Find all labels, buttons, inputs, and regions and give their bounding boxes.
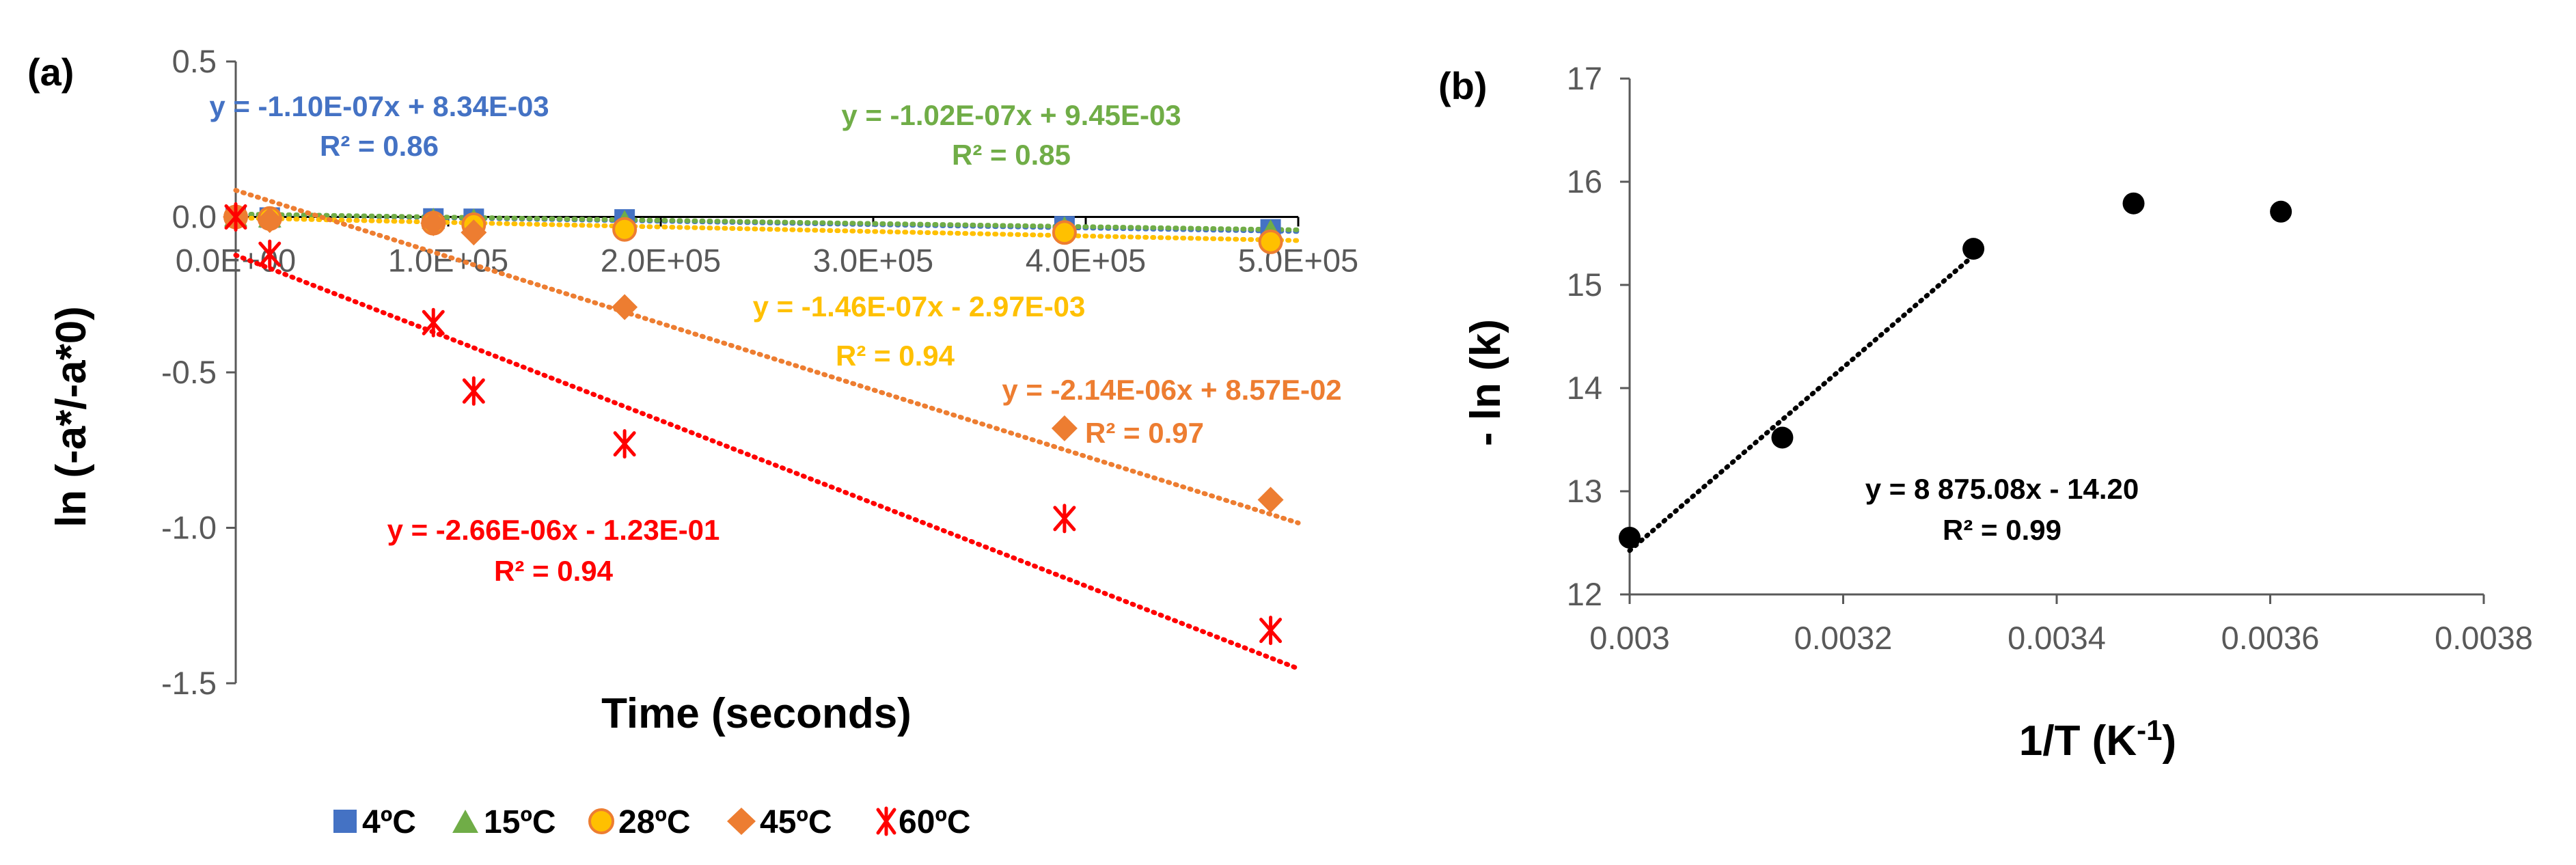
panel-b-y-tick-label: 15	[1567, 266, 1602, 303]
panel-b-x-tick-label: 0.0038	[2435, 620, 2533, 656]
panel-a-legend: 4ºC 15ºC 28ºC 45ºC 60ºC	[333, 804, 971, 840]
panel-b-equation: y = 8 875.08x - 14.20	[1865, 473, 2139, 505]
legend-item-28c: 28ºC	[588, 804, 691, 840]
panel-b-x-tick-label: 0.003	[1589, 620, 1670, 656]
panel-b-y-tick-label: 13	[1567, 473, 1602, 509]
legend-label-45c: 45ºC	[760, 804, 832, 840]
panel-b-point	[2122, 192, 2145, 215]
panel-a-y-axis-title: ln (-a*/-a*0)	[48, 306, 95, 527]
eq-60c: y = -2.66E-06x - 1.23E-01	[387, 514, 720, 546]
panel-b-x-tick-label: 0.0036	[2221, 620, 2320, 656]
panel-a-x-tick-label: 1.0E+05	[388, 243, 508, 279]
panel-b-point	[2270, 200, 2292, 223]
panel-a-x-tick-label: 2.0E+05	[601, 243, 721, 279]
panel-b-point	[1771, 426, 1794, 449]
legend-item-15c: 15ºC	[452, 804, 556, 840]
point-45c	[256, 207, 283, 234]
r2-4c: R² = 0.86	[320, 130, 439, 162]
point-28c	[1258, 229, 1283, 254]
point-60c	[224, 202, 247, 232]
panel-a-x-tick-label: 3.0E+05	[813, 243, 933, 279]
panel-b-label: (b)	[1438, 64, 1488, 107]
r2-60c: R² = 0.94	[494, 555, 614, 587]
panel-a-label: (a)	[27, 51, 74, 94]
panel-a-y-tick-label: 0.0	[172, 199, 217, 235]
trendline-60c	[233, 252, 1301, 672]
point-45c	[1257, 486, 1284, 513]
panel-a-axes: 0.50.0-0.5-1.0-1.50.0E+00 1.0E+05 2.0E+05 3…	[161, 43, 1358, 701]
eq-45c: y = -2.14E-06x + 8.57E-02	[1002, 374, 1341, 406]
legend-item-4c: 4ºC	[333, 804, 416, 840]
trendline-45c	[233, 188, 1301, 525]
legend-marker-45c	[727, 808, 756, 835]
panel-a-y-tick-label: 0.5	[172, 43, 217, 79]
trendline-15c	[233, 211, 1301, 232]
point-60c	[1053, 504, 1076, 534]
point-45c	[612, 294, 638, 320]
legend-marker-15c	[452, 810, 478, 833]
point-60c	[1259, 616, 1283, 646]
panel-a-x-tick-label: 4.0E+05	[1026, 243, 1146, 279]
panel-b-r2: R² = 0.99	[1943, 514, 2061, 546]
panel-a-y-tick-label: -0.5	[161, 354, 217, 390]
point-28c	[1052, 220, 1077, 245]
legend-marker-60c	[876, 806, 896, 836]
point-60c	[462, 376, 485, 406]
legend-label-28c: 28ºC	[618, 804, 691, 840]
point-60c	[613, 429, 636, 459]
panel-a-x-axis-title: Time (seconds)	[601, 690, 912, 737]
panel-b-y-tick-label: 16	[1567, 163, 1602, 200]
panel-b-y-axis-title: - ln (k)	[1462, 319, 1509, 446]
panel-b-y-tick-label: 12	[1567, 576, 1602, 612]
legend-item-60c: 60ºC	[876, 804, 971, 840]
panel-a-y-tick-label: -1.0	[161, 510, 217, 546]
point-45c	[1051, 415, 1078, 441]
panel-b-y-tick-label: 14	[1567, 370, 1602, 406]
panel-b-x-tick-label: 0.0034	[2008, 620, 2106, 656]
legend-label-15c: 15ºC	[484, 804, 556, 840]
eq-28c: y = -1.46E-07x - 2.97E-03	[753, 290, 1086, 322]
legend-label-60c: 60ºC	[899, 804, 971, 840]
r2-28c: R² = 0.94	[836, 340, 955, 372]
eq-15c: y = -1.02E-07x + 9.45E-03	[841, 99, 1181, 131]
panel-b: (b) - ln (k) 1/T (K-1) 12 13 14 15 16 17 0.003…	[1438, 60, 2533, 765]
legend-label-4c: 4ºC	[362, 804, 416, 840]
panel-a-y-tick-label: -1.5	[161, 665, 217, 701]
panel-b-data-points	[1619, 192, 2292, 549]
trendline-28c	[233, 215, 1301, 243]
panel-a-trendlines	[233, 188, 1301, 672]
eq-4c: y = -1.10E-07x + 8.34E-03	[209, 90, 549, 122]
panel-b-trendline	[1627, 253, 1976, 553]
panel-a-x-tick-label: 5.0E+05	[1238, 243, 1358, 279]
panel-b-x-axis-title: 1/T (K-1)	[2019, 714, 2176, 765]
panel-b-x-tick-label: 0.0032	[1794, 620, 1893, 656]
panel-b-trendline-segment	[1627, 253, 1976, 553]
point-45c	[420, 210, 447, 236]
panel-b-y-tick-label: 17	[1567, 60, 1602, 96]
point-28c	[612, 217, 638, 242]
r2-45c: R² = 0.97	[1085, 417, 1204, 449]
point-60c	[422, 307, 445, 338]
panel-b-point	[1962, 238, 1985, 260]
panel-a: (a) ln (-a*/-a*0) Time (seconds) 0.5 0.0 -…	[27, 43, 1358, 840]
panel-a-data-points	[223, 202, 1284, 646]
point-45c	[461, 219, 487, 246]
legend-item-45c: 45ºC	[727, 804, 832, 840]
point-60c	[258, 239, 282, 269]
r2-15c: R² = 0.85	[952, 139, 1071, 171]
legend-marker-4c	[333, 810, 357, 833]
panel-b-point	[1619, 526, 1641, 549]
legend-marker-28c	[588, 808, 614, 834]
panel-b-axes: 12 13 14 15 16 17 0.003 0.0032 0.0034 0.0036 0.003…	[1567, 60, 2533, 656]
